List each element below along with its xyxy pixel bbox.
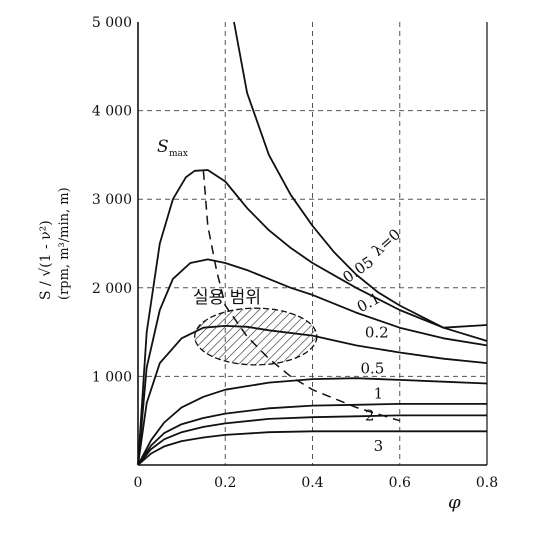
x-tick-label-1: 0.2 <box>214 475 236 491</box>
curve-label-5: 1 <box>374 385 384 403</box>
tick-labels: 0 0.2 0.4 0.6 0.8 1 000 2 000 3 000 4 000 5 000 <box>92 15 498 491</box>
smax-label-sub: max <box>169 149 188 159</box>
practical-range-hatch <box>194 307 318 366</box>
series-line-0 <box>233 21 488 329</box>
series-line-7 <box>137 430 487 466</box>
practical-range-label: 실용 범위 <box>193 288 261 308</box>
curve-label-4: 0.5 <box>360 360 384 378</box>
smax-dashed-line <box>202 170 400 422</box>
smax-label-s: S <box>157 137 169 157</box>
y-axis-label: S / √(1 - ν²) (rpm, m³/min, m) <box>38 187 72 300</box>
curve-label-6: 2 <box>365 407 375 425</box>
practical-range-ellipse <box>194 307 318 366</box>
smax-label: S max <box>157 137 188 159</box>
y-axis-label-text: S / √(1 - ν²) <box>38 220 54 300</box>
curves <box>137 21 488 466</box>
series-line-3 <box>137 325 488 466</box>
curve-label-1: 0.05 <box>339 253 377 287</box>
curve-label-3: 0.2 <box>365 323 389 341</box>
y-tick-label-3: 3 000 <box>92 192 132 208</box>
plot-frame <box>137 22 488 466</box>
y-tick-label-2: 2 000 <box>92 281 132 297</box>
grid <box>138 22 487 465</box>
series-line-1 <box>137 169 488 466</box>
series-line-5 <box>137 403 487 466</box>
y-tick-label-4: 4 000 <box>92 104 132 120</box>
y-tick-label-5: 5 000 <box>92 15 132 31</box>
x-tick-label-4: 0.8 <box>476 475 498 491</box>
x-axis-label: φ <box>448 492 461 513</box>
curve-label-0: λ=0 <box>369 225 405 260</box>
series-line-4 <box>137 377 488 466</box>
y-tick-label-1: 1 000 <box>92 369 132 385</box>
series-line-6 <box>137 414 487 466</box>
x-tick-label-2: 0.4 <box>301 475 323 491</box>
curve-label-7: 3 <box>374 437 384 455</box>
y-axis-units: (rpm, m³/min, m) <box>57 187 72 300</box>
x-tick-label-0: 0 <box>134 475 143 491</box>
series-line-2 <box>137 258 488 466</box>
x-tick-label-3: 0.6 <box>389 475 411 491</box>
